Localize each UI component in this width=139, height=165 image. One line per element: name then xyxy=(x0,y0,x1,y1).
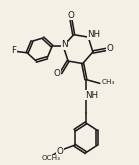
Text: O: O xyxy=(54,69,60,78)
Text: NH: NH xyxy=(88,30,101,39)
Text: NH: NH xyxy=(85,91,98,100)
Text: CH₃: CH₃ xyxy=(101,79,115,85)
Text: O: O xyxy=(106,44,113,53)
Text: O: O xyxy=(67,11,74,20)
Text: F: F xyxy=(11,46,16,55)
Text: O: O xyxy=(56,147,63,156)
Text: OCH₃: OCH₃ xyxy=(41,155,60,161)
Text: N: N xyxy=(61,40,68,49)
